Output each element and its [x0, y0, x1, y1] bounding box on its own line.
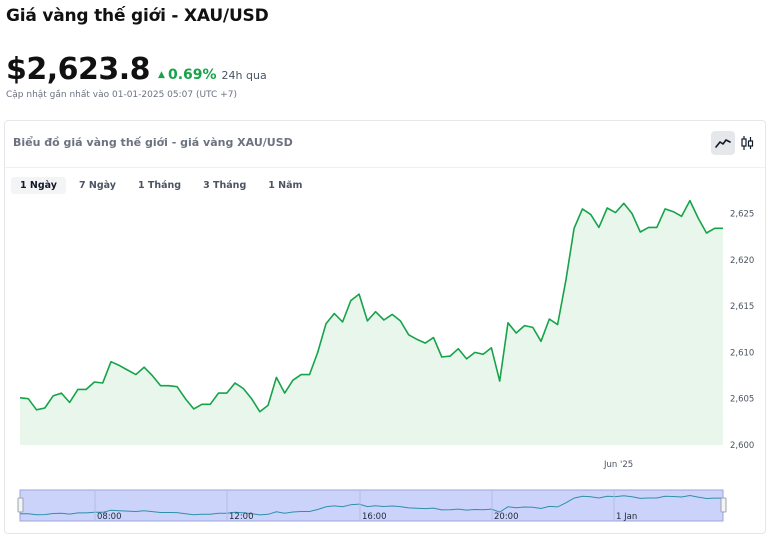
navigator-label: 12:00 — [229, 512, 254, 522]
chart-card-header: Biểu đồ giá vàng thế giới - giá vàng XAU… — [5, 121, 765, 168]
up-arrow-icon: ▲ — [158, 70, 165, 80]
tab-7-days[interactable]: 7 Ngày — [78, 180, 116, 191]
current-price: $2,623.8 — [6, 52, 151, 87]
y-tick-label: 2,615 — [730, 302, 754, 312]
y-tick-label: 2,610 — [730, 348, 754, 358]
line-chart-icon — [715, 139, 731, 148]
price-area — [20, 200, 723, 445]
navigator-line — [20, 494, 723, 516]
price-row: $2,623.8 ▲ 0.69% 24h qua — [6, 52, 267, 87]
line-chart-button[interactable] — [711, 131, 735, 155]
candlestick-button[interactable] — [735, 131, 759, 155]
price-line — [19, 199, 723, 413]
tab-1-day[interactable]: 1 Ngày — [11, 177, 66, 194]
y-tick-label: 2,605 — [730, 395, 754, 405]
chart-card: Biểu đồ giá vàng thế giới - giá vàng XAU… — [4, 120, 766, 534]
chart-card-title: Biểu đồ giá vàng thế giới - giá vàng XAU… — [13, 136, 293, 149]
range-tabs: 1 Ngày 7 Ngày 1 Tháng 3 Tháng 1 Năm — [11, 177, 315, 194]
x-tick-label: Jun '25 — [603, 460, 633, 470]
navigator-label: 08:00 — [97, 512, 122, 522]
price-change-value: 0.69% — [167, 67, 217, 83]
page-title: Giá vàng thế giới - XAU/USD — [6, 6, 269, 26]
navigator-handle-right[interactable] — [720, 497, 727, 513]
y-tick-label: 2,625 — [730, 210, 754, 220]
navigator-label: 1 Jan — [616, 512, 637, 522]
navigator-label: 20:00 — [494, 512, 519, 522]
price-change: ▲ 0.69% — [158, 67, 217, 83]
tab-1-month[interactable]: 1 Tháng — [137, 180, 182, 191]
candlestick-icon — [741, 136, 754, 150]
navigator-label: 16:00 — [362, 512, 387, 522]
navigator-handle-left[interactable] — [17, 497, 24, 513]
y-tick-label: 2,620 — [730, 256, 754, 266]
y-tick-label: 2,600 — [730, 441, 754, 451]
change-period: 24h qua — [221, 69, 267, 82]
tab-3-months[interactable]: 3 Tháng — [203, 180, 247, 191]
tab-1-year[interactable]: 1 Năm — [268, 180, 303, 191]
last-updated: Cập nhật gần nhất vào 01-01-2025 05:07 (… — [6, 90, 237, 100]
